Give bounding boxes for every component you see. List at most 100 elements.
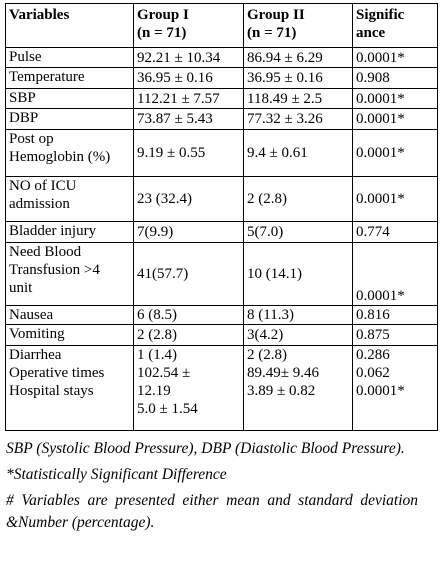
table-cell: 112.21 ± 7.57 (133, 88, 244, 109)
cell-text: 2 (2.8) (247, 191, 287, 207)
table-cell: Diarrhea Operative times Hospital stays (5, 345, 134, 431)
cell-text: Transfusion >4 (9, 262, 100, 278)
table-cell: 41(57.7) (133, 242, 244, 306)
table-cell: 0.875 (352, 324, 438, 346)
cell-text: 102.54 ± (137, 365, 191, 381)
table-cell: 2 (2.8) 89.49± 9.46 3.89 ± 0.82 (243, 345, 353, 431)
table-cell: 9.19 ± 0.55 (133, 129, 244, 177)
table-cell: Signific ance (352, 3, 438, 48)
cell-text: 8 (11.3) (247, 307, 294, 323)
cell-text: 9.19 ± 0.55 (137, 145, 206, 161)
table-cell: Bladder injury (5, 221, 134, 243)
cell-text: 0.062 (356, 365, 390, 381)
cell-text: 0.0001* (356, 288, 405, 304)
table-cell: 0.286 0.062 0.0001* (352, 345, 438, 431)
cell-text: 0.908 (356, 70, 390, 86)
cell-text: 36.95 ± 0.16 (137, 70, 213, 86)
table-cell: 7(9.9) (133, 221, 244, 243)
table-cell: 1 (1.4) 102.54 ± 12.19 5.0 ± 1.54 (133, 345, 244, 431)
table-cell: 0.908 (352, 67, 438, 89)
cell-text: 0.0001* (356, 90, 405, 107)
cell-text: 112.21 ± 7.57 (137, 90, 220, 107)
cell-text: 2 (2.8) (137, 327, 177, 343)
table-cell: DBP (5, 108, 134, 130)
cell-text: 36.95 ± 0.16 (247, 70, 323, 86)
cell-text: DBP (9, 110, 39, 126)
table-cell: Variables (5, 3, 134, 48)
cell-text: 0.0001* (356, 145, 405, 161)
cell-text: 3.89 ± 0.82 (247, 383, 316, 399)
cell-text: admission (9, 196, 70, 212)
table-row: Diarrhea Operative times Hospital stays 1 (… (5, 345, 438, 431)
table-cell: 8 (11.3) (243, 305, 353, 325)
table-cell: 0.816 (352, 305, 438, 325)
footnote: SBP (Systolic Blood Pressure), DBP (Dias… (6, 440, 405, 457)
cell-text: Operative times (9, 365, 105, 381)
cell-text: Temperature (9, 69, 85, 85)
cell-text: Hemoglobin (%) (9, 149, 111, 165)
table-cell: Group II (n = 71) (243, 3, 353, 48)
table-cell: NO of ICU admission (5, 176, 134, 222)
cell-text: Pulse (9, 49, 42, 65)
cell-text: Signific (356, 7, 405, 23)
table-cell: 2 (2.8) (133, 324, 244, 346)
cell-text: (n = 71) (247, 25, 297, 41)
footnote: *Statistically Significant Difference (6, 466, 227, 483)
cell-text: 10 (14.1) (247, 266, 302, 282)
table-row: SBP 112.21 ± 7.57 118.49 ± 2.5 0.0001* (5, 88, 438, 109)
table-cell: Vomiting (5, 324, 134, 346)
cell-text: 23 (32.4) (137, 191, 192, 207)
table-cell: 3(4.2) (243, 324, 353, 346)
table-cell: 0.774 (352, 221, 438, 243)
cell-text: ance (356, 25, 386, 41)
cell-text: 0.0001* (356, 191, 405, 207)
table-cell: 86.94 ± 6.29 (243, 47, 353, 68)
table-cell: SBP (5, 88, 134, 109)
table-cell: 5(7.0) (243, 221, 353, 243)
cell-text: 2 (2.8) (247, 347, 287, 363)
cell-text: Bladder injury (9, 223, 97, 239)
table-row: Post op Hemoglobin (%) 9.19 ± 0.55 9.4 ± 0.… (5, 129, 438, 177)
table-body: Variables Group I (n = 71) Group II (n = 71)… (5, 3, 438, 431)
table-cell: Need Blood Transfusion >4 unit (5, 242, 134, 306)
table-row: Pulse 92.21 ± 10.34 86.94 ± 6.29 0.0001* (5, 47, 438, 68)
table-cell: 0.0001* (352, 176, 438, 222)
table-cell: 2 (2.8) (243, 176, 353, 222)
table-cell: Pulse (5, 47, 134, 68)
table-row: Need Blood Transfusion >4 unit 41(57.7) 10 (… (5, 242, 438, 306)
cell-text: Hospital stays (9, 383, 94, 399)
cell-text: 6 (8.5) (137, 307, 177, 323)
results-table: Variables Group I (n = 71) Group II (n = 71)… (5, 3, 438, 431)
cell-text: 118.49 ± 2.5 (247, 90, 323, 107)
table-cell: 6 (8.5) (133, 305, 244, 325)
table-cell: 9.4 ± 0.61 (243, 129, 353, 177)
cell-text: 0.816 (356, 307, 390, 323)
cell-text: Need Blood (9, 244, 82, 260)
cell-text: Nausea (9, 307, 54, 323)
table-cell: 73.87 ± 5.43 (133, 108, 244, 130)
table-cell: 36.95 ± 0.16 (133, 67, 244, 89)
table-cell: 92.21 ± 10.34 (133, 47, 244, 68)
cell-text: 73.87 ± 5.43 (137, 111, 213, 127)
cell-text: 77.32 ± 3.26 (247, 111, 323, 127)
cell-text: 41(57.7) (137, 266, 189, 282)
table-cell: 0.0001* (352, 108, 438, 130)
table-cell: 0.0001* (352, 47, 438, 68)
footnote: # Variables are presented either mean an… (6, 492, 418, 531)
cell-text: Vomiting (9, 326, 65, 342)
table-cell: 118.49 ± 2.5 (243, 88, 353, 109)
table-row: Variables Group I (n = 71) Group II (n = 71)… (5, 3, 438, 48)
cell-text: Variables (9, 7, 70, 23)
table-row: Temperature 36.95 ± 0.16 36.95 ± 0.16 0.908 (5, 67, 438, 89)
table-cell: 0.0001* (352, 88, 438, 109)
cell-text: NO of ICU (9, 178, 77, 194)
cell-text: 12.19 (137, 383, 171, 399)
cell-text: 0.0001* (356, 383, 405, 399)
cell-text: 0.875 (356, 327, 390, 343)
cell-text: Group II (247, 7, 305, 23)
table-cell: 0.0001* (352, 242, 438, 306)
table-cell: Post op Hemoglobin (%) (5, 129, 134, 177)
cell-text: 5(7.0) (247, 224, 284, 240)
footnotes: SBP (Systolic Blood Pressure), DBP (Dias… (6, 438, 418, 538)
